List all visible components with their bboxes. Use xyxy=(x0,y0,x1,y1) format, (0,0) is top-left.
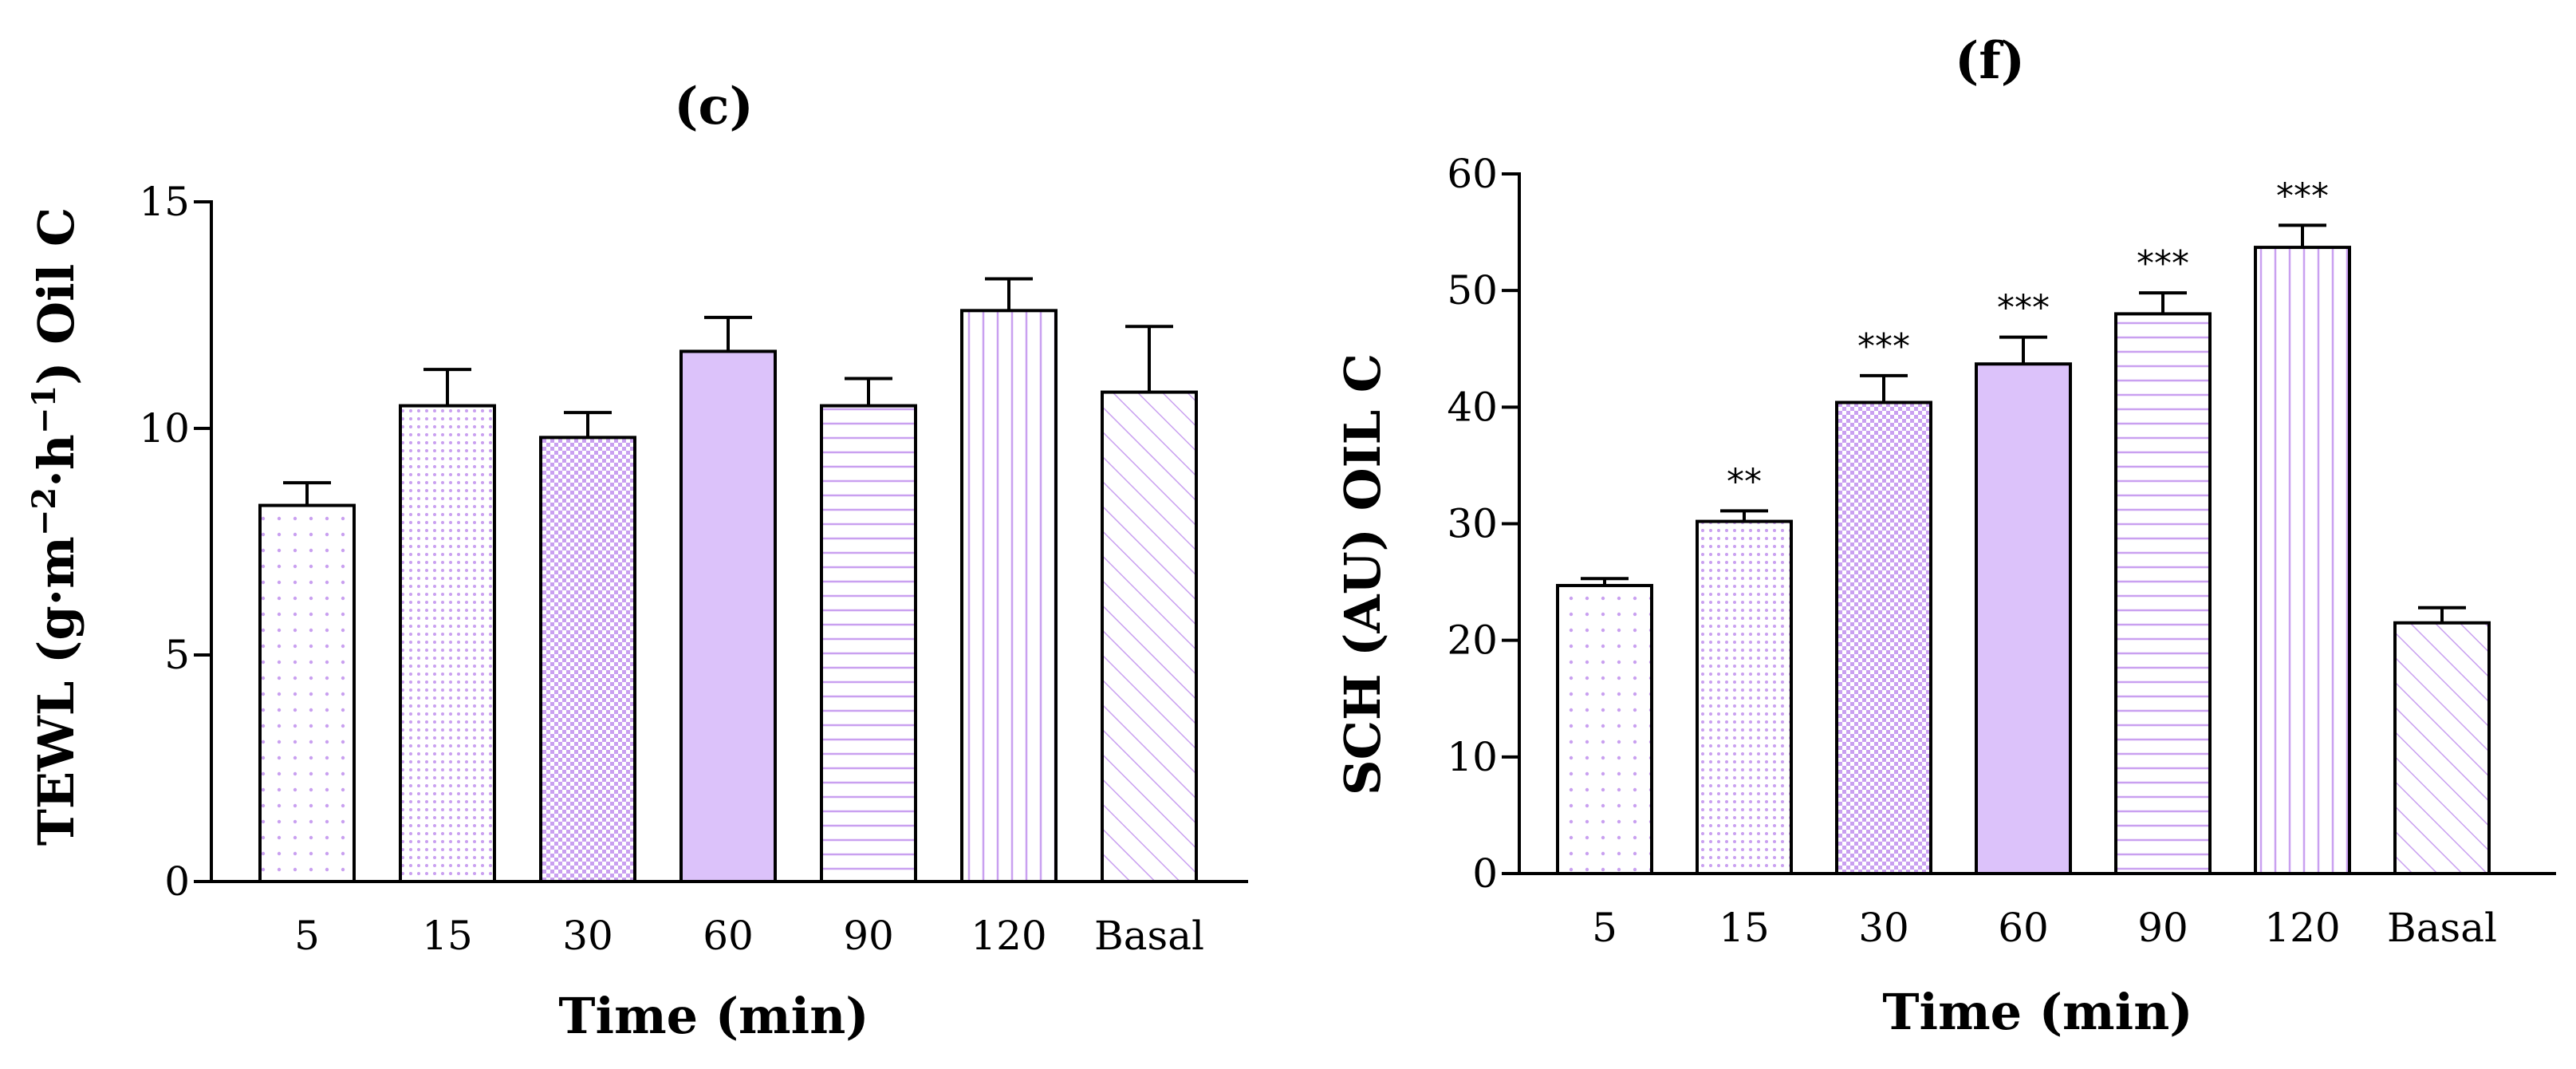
panel-c-error-bar-60 xyxy=(704,315,752,352)
panel-f-x-tick-label: 30 xyxy=(1858,905,1909,951)
panel-f-chart: (f) ************** 5 15 30 60 90 120 Basal0102… xyxy=(1333,31,2556,1041)
panel-f-bar-5 xyxy=(1556,583,1653,875)
panel-f-title: (f) xyxy=(1955,31,2025,91)
panel-f-x-tick-label: 90 xyxy=(2137,905,2188,951)
panel-c-chart: (c) 5 15 30 60 90 120 Basal 0 5 10 15 Time (min) T… xyxy=(26,77,1248,1045)
panel-f-error-bar-Basal xyxy=(2418,606,2466,623)
panel-c-ylabel-main: TEWL (g·m xyxy=(27,536,85,846)
panel-c-error-bar-15 xyxy=(423,368,471,406)
panel-f-x-tick-label: 120 xyxy=(2264,905,2340,951)
panel-f-bar-30 xyxy=(1835,400,1932,875)
panel-c-bar-120 xyxy=(960,309,1058,883)
panel-f-x-tick-label: Basal xyxy=(2387,905,2497,951)
panel-f-error-bar-15 xyxy=(1720,509,1768,522)
panel-f-y-tick-label: 60 xyxy=(1447,151,1498,197)
panel-f-x-tick-label: 60 xyxy=(1998,905,2049,951)
panel-c-x-tick-label: 30 xyxy=(562,913,613,959)
panel-c-error-bar-120 xyxy=(985,277,1033,311)
panel-f-y-tick-label: 10 xyxy=(1447,734,1498,780)
panel-c-y-axis-title: TEWL (g·m−2·h−1) Oil C xyxy=(26,207,86,846)
panel-c-y-tick-label: 5 xyxy=(164,632,190,678)
panel-f-x-tick-label: 5 xyxy=(1592,905,1617,951)
panel-f-bar-15 xyxy=(1696,519,1793,875)
panel-f-bars: ************** xyxy=(1556,176,2491,876)
panel-f-error-bar-5 xyxy=(1581,577,1629,586)
panel-f-y-tick-label: 30 xyxy=(1447,501,1498,547)
panel-c-error-bar-5 xyxy=(283,481,331,506)
panel-c-x-tick-label: 120 xyxy=(971,913,1046,959)
panel-c-y-tick-label: 10 xyxy=(139,405,190,452)
panel-f-y-tick-label: 20 xyxy=(1447,617,1498,664)
panel-f-error-bar-60 xyxy=(1999,335,2047,365)
panel-c-bars xyxy=(258,277,1198,884)
panel-f-x-axis-title: Time (min) xyxy=(1882,983,2192,1041)
panel-f-significance-30: *** xyxy=(1857,326,1910,367)
panel-c-y-tick-label: 15 xyxy=(139,179,190,225)
panel-f-y-axis-title: SCH (AU) OIL C xyxy=(1333,353,1392,795)
panel-f-bar-60 xyxy=(1975,362,2072,876)
panel-f-axes: 5 15 30 60 90 120 Basal 0 10 20 30 40 50 60 xyxy=(1447,151,2556,951)
panel-c-x-tick-label: Basal xyxy=(1094,913,1204,959)
panel-c-error-bar-Basal xyxy=(1125,325,1173,392)
panel-f-significance-60: *** xyxy=(1997,288,2050,329)
panel-c-bar-30 xyxy=(539,436,636,883)
panel-f-bar-90 xyxy=(2114,312,2212,875)
panel-c-x-tick-label: 90 xyxy=(843,913,894,959)
panel-c-x-tick-label: 60 xyxy=(703,913,754,959)
panel-f-error-bar-30 xyxy=(1860,373,1908,403)
panel-f-bar-120 xyxy=(2254,246,2351,875)
panel-c-bar-Basal xyxy=(1101,390,1198,883)
panel-c-x-axis-title: Time (min) xyxy=(558,987,869,1045)
panel-c-ylabel-sup1: −2 xyxy=(26,487,63,536)
panel-f-error-bar-90 xyxy=(2139,291,2187,314)
panel-f-bar-Basal xyxy=(2393,621,2491,875)
panel-c-x-tick-label: 5 xyxy=(294,913,320,959)
panel-c-ylabel-mid: ·h xyxy=(27,434,85,487)
panel-c-bar-60 xyxy=(679,349,777,883)
panel-c-axes: 5 15 30 60 90 120 Basal 0 5 10 15 xyxy=(139,179,1248,959)
panel-f-error-bar-120 xyxy=(2279,223,2326,248)
panel-f-y-tick-label: 50 xyxy=(1447,267,1498,314)
panel-c-error-bar-30 xyxy=(564,411,612,438)
panel-c-error-bar-90 xyxy=(845,377,892,406)
panel-f-y-tick-label: 40 xyxy=(1447,384,1498,430)
panel-c-bar-15 xyxy=(399,404,496,884)
panel-c-x-tick-label: 15 xyxy=(422,913,473,959)
panel-f-y-tick-label: 0 xyxy=(1472,850,1498,897)
panel-c-title: (c) xyxy=(674,77,754,136)
panel-f-significance-120: *** xyxy=(2276,176,2329,216)
panel-f-x-tick-label: 15 xyxy=(1719,905,1770,951)
panel-c-ylabel-end: ) Oil C xyxy=(27,207,85,385)
panel-f-significance-90: *** xyxy=(2137,243,2189,284)
panel-c-bar-90 xyxy=(820,404,917,884)
panel-c-bar-5 xyxy=(258,503,356,883)
panel-f-significance-15: ** xyxy=(1727,461,1762,502)
panel-c-y-tick-label: 0 xyxy=(164,858,190,905)
panel-c-ylabel-sup2: −1 xyxy=(26,385,63,434)
